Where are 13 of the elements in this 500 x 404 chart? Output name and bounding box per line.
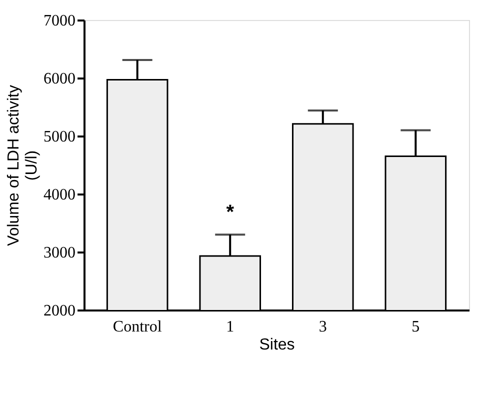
- y-tick-label: 2000: [44, 302, 76, 320]
- y-tick-label: 6000: [44, 70, 76, 88]
- x-tick-label: Control: [112, 318, 162, 336]
- y-axis-title: Volume of LDH activity (U/l): [6, 85, 40, 246]
- y-tick-label: 7000: [44, 12, 76, 30]
- x-tick-label: 3: [318, 318, 327, 336]
- annotation: *: [226, 202, 234, 224]
- y-tick-label: 4000: [44, 186, 76, 204]
- y-tick-label: 5000: [44, 128, 76, 146]
- y-tick-label: 3000: [44, 244, 76, 262]
- x-axis-title: Sites: [259, 336, 295, 354]
- x-tick-label: 5: [412, 318, 420, 336]
- x-tick-label: 1: [226, 318, 234, 336]
